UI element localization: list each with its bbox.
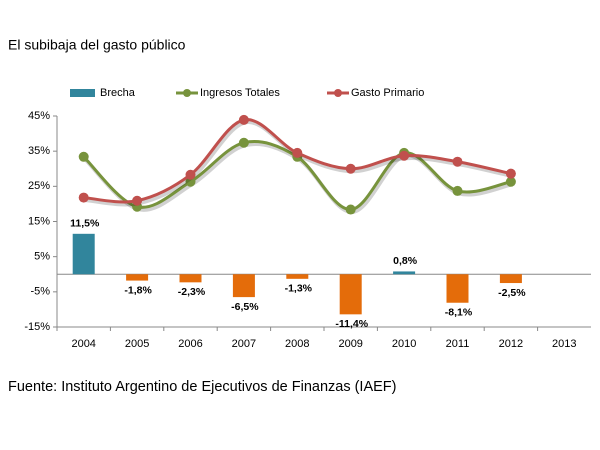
point <box>78 192 89 203</box>
bar <box>126 274 149 281</box>
x-tick-label: 2012 <box>499 338 523 350</box>
point <box>452 156 463 167</box>
bar <box>179 274 202 283</box>
y-tick-label: 45% <box>28 110 50 122</box>
value-label: -11,4% <box>335 318 368 330</box>
point <box>452 185 463 196</box>
chart-title: El subibaja del gasto público <box>8 37 186 53</box>
x-tick-label: 2004 <box>71 338 95 350</box>
legend-marker <box>183 89 191 97</box>
legend-label: Gasto Primario <box>351 87 424 99</box>
legend-marker <box>334 89 342 97</box>
point <box>345 204 356 215</box>
legend-label: Brecha <box>100 87 136 99</box>
legend-swatch <box>70 89 95 97</box>
x-tick-label: 2009 <box>338 338 362 350</box>
bar <box>232 274 255 298</box>
x-tick-label: 2008 <box>285 338 309 350</box>
bar <box>339 274 362 315</box>
bar <box>393 271 416 275</box>
point <box>505 176 516 187</box>
value-label: 0,8% <box>393 255 418 267</box>
x-tick-label: 2013 <box>552 338 576 350</box>
value-label: -1,3% <box>285 283 313 295</box>
y-tick-label: -15% <box>24 321 50 333</box>
y-tick-label: 25% <box>28 180 50 192</box>
value-label: 11,5% <box>70 218 100 230</box>
value-label: -6,5% <box>231 301 259 313</box>
x-tick-label: 2011 <box>446 338 470 350</box>
point <box>185 169 196 180</box>
point <box>238 137 249 148</box>
value-label: -8,1% <box>445 307 473 319</box>
value-label: -2,5% <box>498 287 526 299</box>
bar <box>446 274 469 303</box>
y-tick-label: 5% <box>34 251 50 263</box>
y-tick-label: 35% <box>28 145 50 157</box>
y-tick-label: -5% <box>30 286 50 298</box>
line-shadow <box>85 120 513 207</box>
point <box>345 163 356 174</box>
point <box>399 150 410 161</box>
y-tick-label: 15% <box>28 215 50 227</box>
point <box>78 151 89 162</box>
x-tick-label: 2007 <box>232 338 256 350</box>
legend-label: Ingresos Totales <box>200 87 280 99</box>
bar <box>286 274 309 279</box>
value-label: -2,3% <box>178 286 206 298</box>
x-tick-label: 2006 <box>178 338 202 350</box>
x-tick-label: 2010 <box>392 338 416 350</box>
point <box>238 114 249 125</box>
point <box>292 147 303 158</box>
source-note: Fuente: Instituto Argentino de Ejecutivo… <box>8 379 396 395</box>
point <box>132 195 143 206</box>
point <box>505 168 516 179</box>
bar <box>72 233 95 275</box>
value-label: -1,8% <box>124 284 152 296</box>
bar <box>499 274 522 284</box>
point <box>185 176 196 187</box>
x-tick-label: 2005 <box>125 338 149 350</box>
